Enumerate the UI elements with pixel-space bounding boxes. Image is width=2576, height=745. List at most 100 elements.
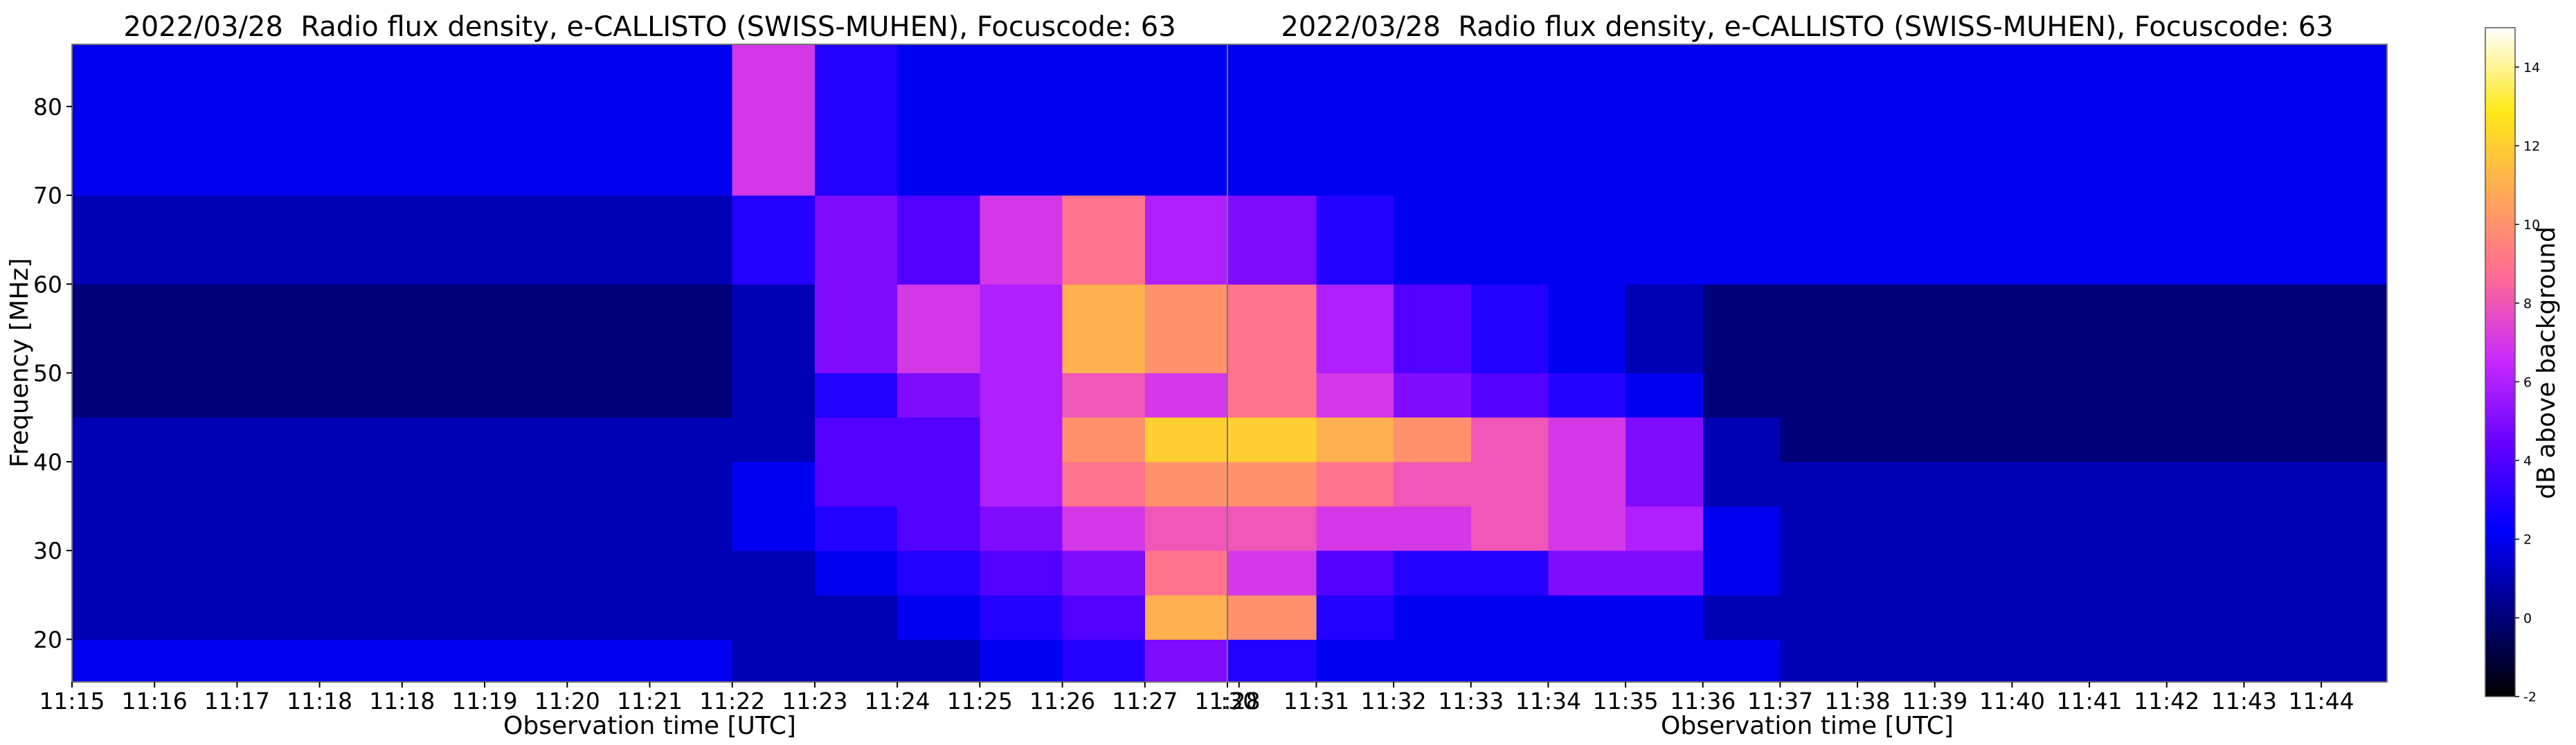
heatmap-cell xyxy=(319,284,403,374)
x-tick-label: 11:16 xyxy=(122,688,188,715)
heatmap-cell xyxy=(1857,550,1936,595)
colorbar-tick-label: 6 xyxy=(2523,375,2532,390)
x-tick-label: 11:24 xyxy=(865,688,930,715)
heatmap-cell xyxy=(1702,372,1781,418)
heatmap-cell xyxy=(2321,372,2388,418)
heatmap-cell xyxy=(1227,372,1317,418)
heatmap-cell xyxy=(1316,195,1394,285)
heatmap-cell xyxy=(897,284,980,374)
heatmap-cell xyxy=(1702,417,1781,463)
plot-frame xyxy=(1227,44,2388,683)
heatmap-cell xyxy=(72,506,155,551)
colorbar-tick-label: 12 xyxy=(2523,138,2540,154)
heatmap-cell xyxy=(1394,639,1472,683)
heatmap-cell xyxy=(1780,595,1858,640)
heatmap-cell xyxy=(814,506,898,551)
heatmap-cell xyxy=(1780,44,1858,196)
heatmap-cell xyxy=(72,550,155,595)
heatmap-cell xyxy=(1062,595,1146,640)
heatmap-cell xyxy=(1144,284,1228,374)
heatmap-cell xyxy=(2012,44,2090,196)
heatmap-cell xyxy=(1394,195,1472,285)
x-axis-label: Observation time [UTC] xyxy=(503,712,796,740)
heatmap-cell xyxy=(1470,195,1549,285)
heatmap-cell xyxy=(1144,506,1228,551)
heatmap-cell xyxy=(319,461,403,507)
x-tick-label: 11:41 xyxy=(2057,688,2123,715)
heatmap-cell xyxy=(1394,417,1472,463)
heatmap-cell xyxy=(980,284,1063,374)
heatmap-cell xyxy=(1062,372,1146,418)
heatmap-cell xyxy=(1702,550,1781,595)
heatmap-cell xyxy=(2321,195,2388,285)
heatmap-cell xyxy=(1857,506,1936,551)
heatmap-cell xyxy=(1548,284,1626,374)
heatmap-cell xyxy=(1934,639,2012,683)
heatmap-cell xyxy=(2012,506,2090,551)
heatmap-cell xyxy=(1857,417,1936,463)
x-tick-label: 11:31 xyxy=(1284,688,1349,715)
heatmap-cell xyxy=(2166,284,2244,374)
heatmap-cell xyxy=(237,417,321,463)
heatmap-cell xyxy=(980,372,1063,418)
heatmap-cell xyxy=(237,461,321,507)
heatmap-cell xyxy=(980,195,1063,285)
x-tick-label: :30 xyxy=(1221,688,1257,715)
x-tick-label: 11:38 xyxy=(1825,688,1891,715)
heatmap-cell xyxy=(402,284,485,374)
heatmap-cell xyxy=(154,417,237,463)
heatmap-cell xyxy=(980,639,1063,683)
heatmap-cell xyxy=(567,284,650,374)
heatmap-cell xyxy=(732,461,816,507)
heatmap-cell xyxy=(154,44,237,196)
heatmap-cell xyxy=(567,461,650,507)
heatmap-cell xyxy=(567,595,650,640)
heatmap-cell xyxy=(237,44,321,196)
heatmap-cell xyxy=(649,417,733,463)
heatmap-cell xyxy=(649,595,733,640)
heatmap-cell xyxy=(72,284,155,374)
heatmap-cell xyxy=(402,372,485,418)
heatmap-cell xyxy=(402,639,485,683)
heatmap-cell xyxy=(2012,284,2090,374)
x-tick-label: 11:26 xyxy=(1029,688,1095,715)
heatmap-cell xyxy=(1316,550,1394,595)
heatmap-cell xyxy=(649,506,733,551)
heatmap-cell xyxy=(1470,461,1549,507)
heatmap-cell xyxy=(319,195,403,285)
heatmap-cell xyxy=(237,284,321,374)
heatmap-cell xyxy=(649,550,733,595)
heatmap-cell xyxy=(2089,417,2168,463)
heatmap-cell xyxy=(649,284,733,374)
heatmap-cell xyxy=(1780,550,1858,595)
colorbar-tick-label: 2 xyxy=(2523,532,2532,548)
heatmap-cell xyxy=(1227,639,1317,683)
heatmap-cell xyxy=(1702,284,1781,374)
heatmap-cell xyxy=(1316,595,1394,640)
heatmap-cell xyxy=(1625,372,1704,418)
heatmap-cell xyxy=(1062,506,1146,551)
heatmap-cell xyxy=(485,372,568,418)
heatmap-cell xyxy=(980,506,1063,551)
heatmap-cell xyxy=(649,195,733,285)
heatmap-cell xyxy=(567,550,650,595)
heatmap-cell xyxy=(732,195,816,285)
heatmap-cell xyxy=(1934,595,2012,640)
heatmap-cell xyxy=(1062,417,1146,463)
heatmap-cell xyxy=(1316,284,1394,374)
heatmap-cell xyxy=(2089,195,2168,285)
heatmap-cell xyxy=(1062,195,1146,285)
heatmap-cell xyxy=(1934,417,2012,463)
heatmap-cell xyxy=(485,506,568,551)
heatmap-cell xyxy=(1470,284,1549,374)
heatmap-cell xyxy=(1625,639,1704,683)
x-tick-label: 11:34 xyxy=(1515,688,1581,715)
x-tick-label: 11:35 xyxy=(1593,688,1659,715)
heatmap-cell xyxy=(1394,506,1472,551)
heatmap-cell xyxy=(814,417,898,463)
heatmap-cell xyxy=(897,639,980,683)
heatmap-cell xyxy=(1702,195,1781,285)
heatmap-cell xyxy=(1857,44,1936,196)
heatmap-cell xyxy=(1394,44,1472,196)
